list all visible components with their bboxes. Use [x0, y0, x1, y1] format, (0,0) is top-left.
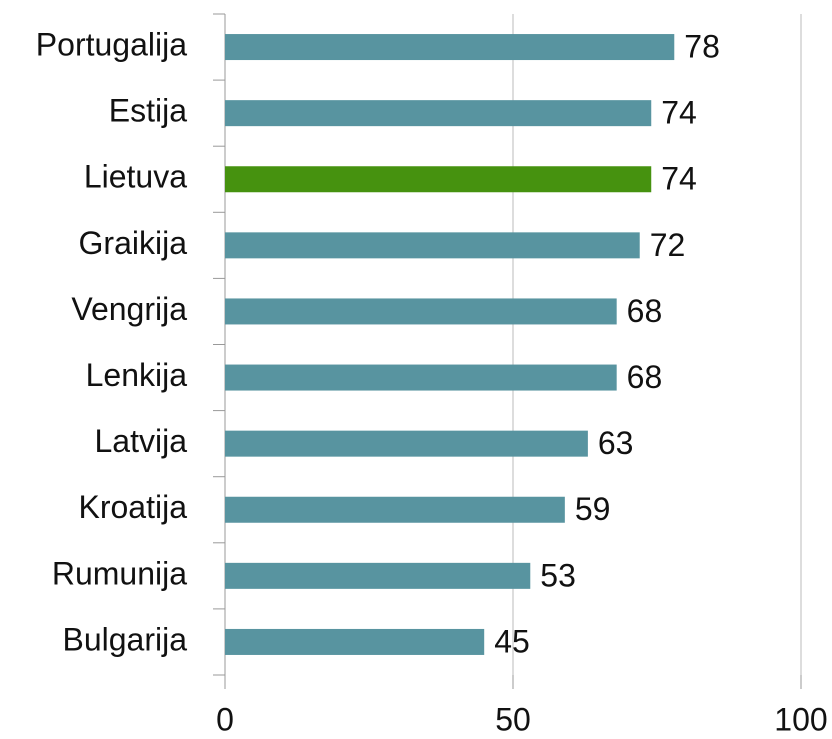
data-label: 68	[627, 293, 663, 329]
data-label: 74	[661, 95, 697, 131]
bar	[225, 100, 652, 127]
data-label: 78	[684, 29, 720, 65]
data-label: 72	[650, 227, 686, 263]
bar	[225, 232, 640, 259]
x-tick-label: 0	[216, 701, 234, 737]
data-label: 53	[540, 557, 576, 593]
y-tick-label: Latvija	[95, 423, 188, 459]
y-tick-label: Portugalija	[36, 27, 187, 63]
data-label: 63	[598, 425, 634, 461]
data-label: 74	[661, 161, 697, 197]
bar	[225, 166, 652, 193]
y-tick-label: Rumunija	[52, 555, 187, 591]
y-tick-label: Lenkija	[86, 357, 188, 393]
bar	[225, 364, 617, 391]
y-tick-label: Kroatija	[79, 489, 188, 525]
y-tick-label: Vengrija	[71, 291, 187, 327]
data-label: 59	[575, 491, 611, 527]
bar	[225, 430, 588, 457]
data-label: 45	[494, 623, 530, 659]
y-tick-label: Lietuva	[84, 159, 187, 195]
bar	[225, 562, 531, 589]
bar	[225, 34, 675, 61]
bar	[225, 628, 485, 655]
x-tick-label: 100	[774, 701, 827, 737]
data-label: 68	[627, 359, 663, 395]
y-tick-label: Graikija	[79, 225, 188, 261]
x-tick-label: 50	[495, 701, 531, 737]
y-tick-label: Bulgarija	[62, 621, 187, 657]
bar	[225, 496, 565, 523]
y-tick-label: Estija	[109, 93, 187, 129]
bar	[225, 298, 617, 325]
